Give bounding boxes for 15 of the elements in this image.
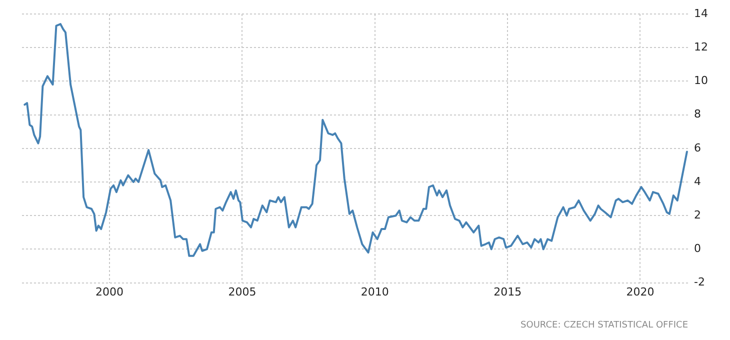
y-tick-label: 10 — [694, 74, 708, 88]
y-tick-label: 14 — [694, 6, 708, 20]
x-tick-label: 2010 — [360, 285, 389, 298]
x-tick-label: 2015 — [494, 285, 522, 298]
x-tick-label: 2005 — [228, 285, 256, 298]
y-tick-label: 0 — [694, 242, 702, 256]
y-tick-label: 8 — [694, 108, 702, 121]
y-tick-label: 2 — [694, 208, 702, 222]
x-tick-label: 2020 — [626, 285, 654, 298]
y-tick-label: 12 — [694, 40, 708, 54]
y-tick-label: 4 — [694, 174, 702, 188]
source-note: SOURCE: CZECH STATISTICAL OFFICE — [520, 320, 688, 330]
x-tick-label: 2000 — [96, 285, 124, 298]
y-tick-label: -2 — [694, 276, 705, 289]
y-tick-label: 6 — [694, 141, 702, 154]
